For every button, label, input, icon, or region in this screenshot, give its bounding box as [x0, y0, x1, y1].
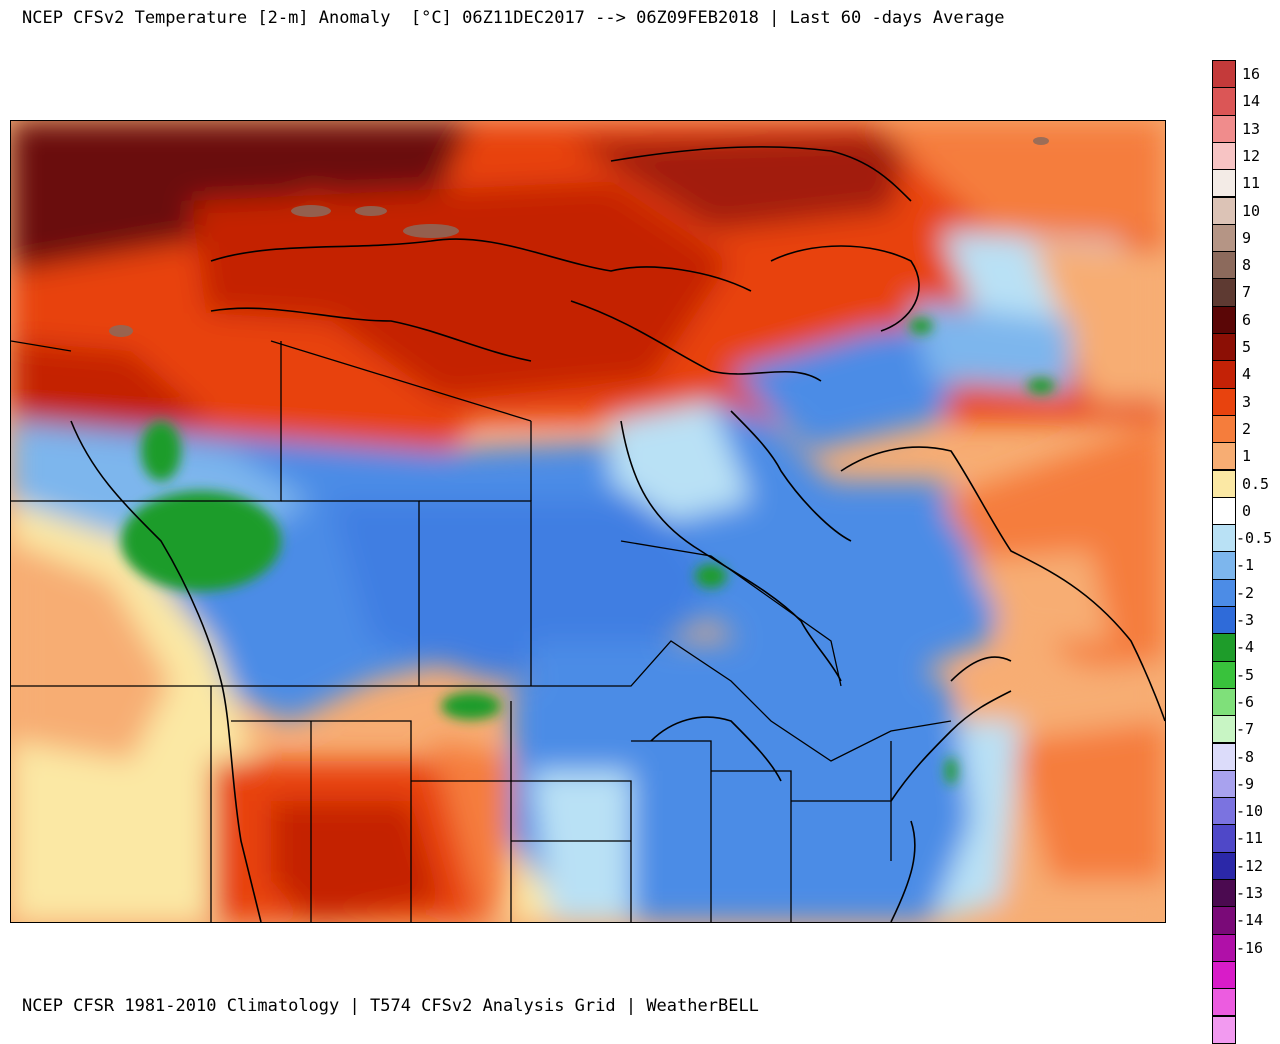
legend-swatch [1212, 469, 1236, 498]
legend-swatch [1212, 169, 1236, 198]
legend-label: 4 [1242, 365, 1252, 384]
legend-swatch [1212, 879, 1236, 908]
legend-label: 13 [1242, 119, 1261, 138]
legend-swatch [1212, 305, 1236, 334]
legend-swatch [1212, 687, 1236, 717]
legend-label: -5 [1236, 665, 1255, 684]
legend-swatch [1212, 933, 1236, 962]
legend-swatch [1212, 60, 1236, 89]
legend-swatch [1212, 251, 1236, 280]
legend-swatch [1212, 196, 1236, 225]
legend-label: 9 [1242, 228, 1252, 247]
legend-label: -7 [1236, 720, 1255, 739]
legend-label: -16 [1236, 938, 1264, 957]
coastlines [70, 146, 1165, 922]
legend-swatch [1212, 960, 1236, 990]
political-boundaries [11, 340, 952, 922]
legend-swatch [1212, 578, 1236, 607]
legend-label: 10 [1242, 201, 1261, 220]
legend-swatch [1212, 496, 1236, 526]
legend-swatch [1212, 606, 1236, 635]
legend-label: 3 [1242, 392, 1252, 411]
legend-swatch [1212, 442, 1236, 471]
temperature-anomaly-map [10, 120, 1166, 923]
legend-swatch [1212, 1015, 1236, 1044]
legend-swatch [1212, 851, 1236, 880]
legend-label: 7 [1242, 283, 1252, 302]
legend-label: -12 [1236, 856, 1264, 875]
legend-swatch [1212, 742, 1236, 771]
legend-label: -6 [1236, 692, 1255, 711]
legend-swatch [1212, 797, 1236, 826]
legend-swatch [1212, 278, 1236, 307]
legend-swatch [1212, 223, 1236, 253]
legend-swatch [1212, 524, 1236, 553]
legend-label: -13 [1236, 884, 1264, 902]
legend-label: 8 [1242, 256, 1252, 275]
legend-swatch [1212, 824, 1236, 853]
legend-label: 5 [1242, 338, 1252, 356]
legend-swatch [1212, 387, 1236, 416]
legend-swatch [1212, 769, 1236, 799]
legend-swatch [1212, 360, 1236, 389]
legend-label: 0 [1242, 501, 1252, 520]
legend-swatch [1212, 715, 1236, 744]
legend-label: 2 [1242, 419, 1252, 438]
legend-swatch [1212, 333, 1236, 362]
legend-label: -14 [1236, 911, 1264, 930]
map-title: NCEP CFSv2 Temperature [2-m] Anomaly [°C… [22, 8, 1005, 28]
legend-label: 16 [1242, 65, 1261, 83]
legend-label: -2 [1236, 583, 1255, 602]
legend-label: -11 [1236, 829, 1264, 848]
legend-swatch [1212, 87, 1236, 116]
legend-label: -4 [1236, 638, 1255, 657]
legend-label: -1 [1236, 556, 1255, 575]
legend-swatch [1212, 551, 1236, 580]
legend-label: 1 [1242, 447, 1252, 466]
legend-swatch [1212, 660, 1236, 689]
high-anomaly-patches [109, 137, 1049, 337]
legend-swatch [1212, 633, 1236, 662]
legend-swatch [1212, 114, 1236, 143]
legend-label: 0.5 [1242, 474, 1270, 493]
legend-label: -9 [1236, 774, 1255, 793]
legend-label: 6 [1242, 310, 1252, 329]
map-footer: NCEP CFSR 1981-2010 Climatology | T574 C… [22, 996, 759, 1016]
legend-swatch [1212, 906, 1236, 935]
legend-swatch [1212, 414, 1236, 444]
legend-label: -0.5 [1236, 529, 1273, 548]
legend-swatch [1212, 988, 1236, 1017]
legend-label: -8 [1236, 747, 1255, 766]
legend-label: 12 [1242, 146, 1261, 165]
cold-anomaly-patches [121, 318, 1055, 785]
legend-label: 11 [1242, 174, 1261, 193]
legend-label: 14 [1242, 92, 1261, 111]
legend-label: -10 [1236, 802, 1264, 821]
legend-label: -3 [1236, 611, 1255, 629]
legend-swatch [1212, 141, 1236, 171]
